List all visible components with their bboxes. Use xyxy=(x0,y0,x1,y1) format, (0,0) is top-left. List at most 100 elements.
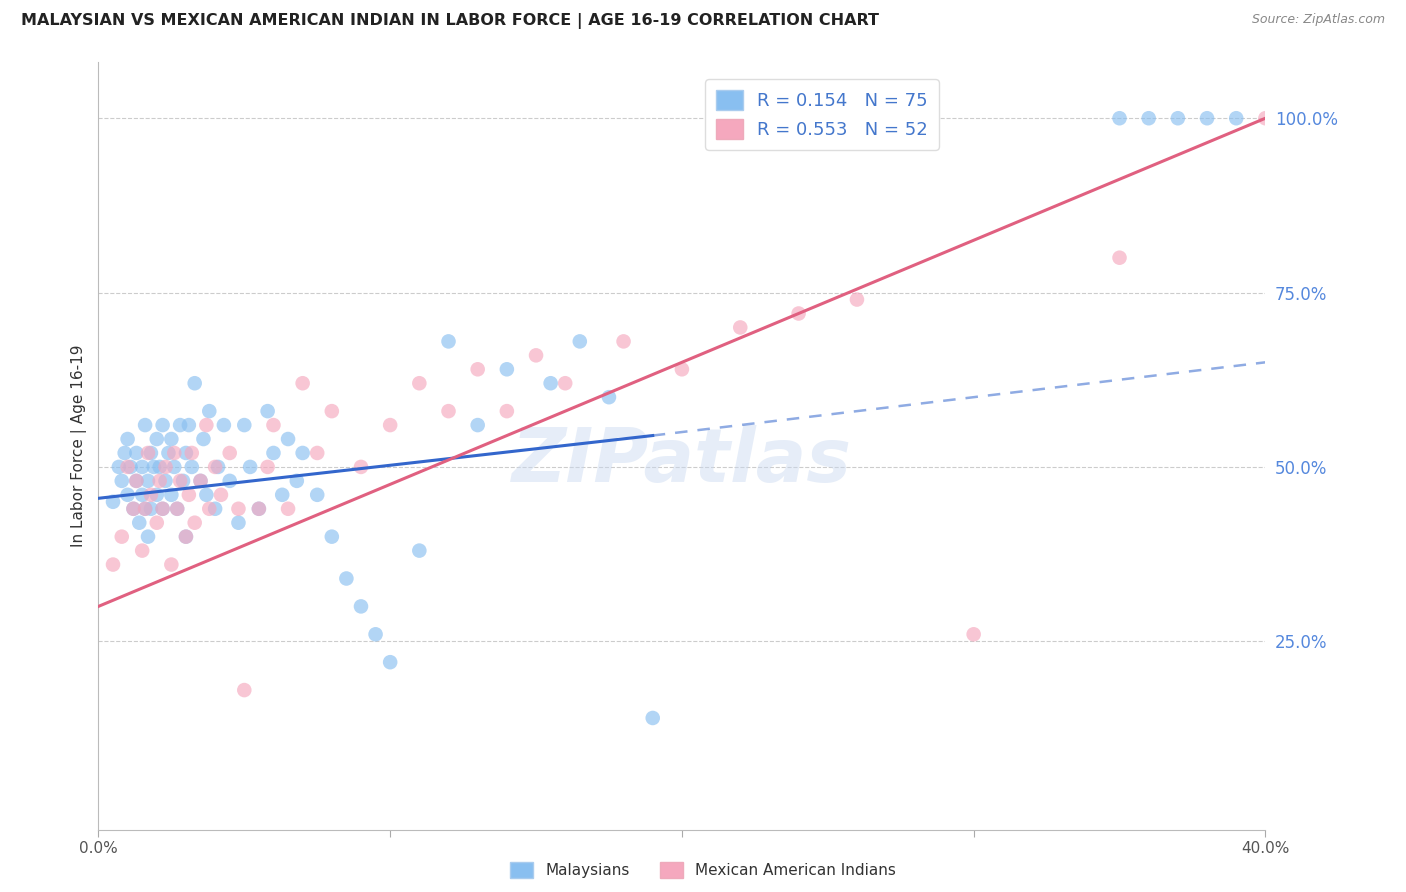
Point xyxy=(117,459,139,474)
Point xyxy=(174,530,197,544)
Point xyxy=(136,474,159,488)
Point xyxy=(380,418,402,433)
Point xyxy=(160,432,183,446)
Point xyxy=(160,558,183,572)
Point xyxy=(139,446,162,460)
Point xyxy=(256,459,278,474)
Point xyxy=(174,530,197,544)
Point xyxy=(190,474,212,488)
Point xyxy=(131,488,153,502)
Point xyxy=(247,501,270,516)
Point xyxy=(152,501,174,516)
Point xyxy=(554,376,576,391)
Point xyxy=(131,459,153,474)
Point xyxy=(125,474,148,488)
Point xyxy=(111,530,134,544)
Point xyxy=(111,474,134,488)
Point xyxy=(1225,112,1247,126)
Text: Source: ZipAtlas.com: Source: ZipAtlas.com xyxy=(1251,13,1385,27)
Point xyxy=(218,474,240,488)
Point xyxy=(149,474,172,488)
Point xyxy=(131,543,153,558)
Point xyxy=(228,501,250,516)
Point xyxy=(117,488,139,502)
Point xyxy=(291,376,314,391)
Point xyxy=(183,516,205,530)
Point xyxy=(134,501,156,516)
Point xyxy=(157,446,180,460)
Point xyxy=(163,446,186,460)
Point xyxy=(204,501,226,516)
Point xyxy=(271,488,294,502)
Point xyxy=(146,516,169,530)
Point xyxy=(1108,112,1130,126)
Legend: Malaysians, Mexican American Indians: Malaysians, Mexican American Indians xyxy=(503,856,903,884)
Point xyxy=(307,488,329,502)
Point xyxy=(568,334,591,349)
Point xyxy=(641,711,664,725)
Point xyxy=(180,459,202,474)
Point xyxy=(172,474,194,488)
Point xyxy=(437,404,460,418)
Point xyxy=(101,495,124,509)
Point xyxy=(962,627,984,641)
Point xyxy=(190,474,212,488)
Point xyxy=(364,627,387,641)
Point xyxy=(169,418,191,433)
Point xyxy=(163,459,186,474)
Point xyxy=(149,459,172,474)
Point xyxy=(1167,112,1189,126)
Point xyxy=(285,474,308,488)
Point xyxy=(152,501,174,516)
Point xyxy=(195,488,218,502)
Point xyxy=(671,362,693,376)
Point xyxy=(125,474,148,488)
Point xyxy=(218,446,240,460)
Point xyxy=(233,418,256,433)
Point xyxy=(467,362,489,376)
Point xyxy=(136,530,159,544)
Point xyxy=(233,683,256,698)
Point xyxy=(262,418,284,433)
Point xyxy=(125,446,148,460)
Point xyxy=(540,376,562,391)
Point xyxy=(730,320,752,334)
Point xyxy=(212,418,235,433)
Point xyxy=(1137,112,1160,126)
Point xyxy=(139,488,162,502)
Point xyxy=(198,501,221,516)
Point xyxy=(437,334,460,349)
Point xyxy=(612,334,634,349)
Point xyxy=(155,459,177,474)
Point xyxy=(239,459,262,474)
Point xyxy=(496,404,519,418)
Point xyxy=(146,432,169,446)
Point xyxy=(177,488,200,502)
Legend: R = 0.154   N = 75, R = 0.553   N = 52: R = 0.154 N = 75, R = 0.553 N = 52 xyxy=(704,79,939,150)
Point xyxy=(380,655,402,669)
Point xyxy=(195,418,218,433)
Point xyxy=(207,459,229,474)
Point xyxy=(160,488,183,502)
Point xyxy=(408,376,430,391)
Point xyxy=(134,501,156,516)
Point xyxy=(117,432,139,446)
Point xyxy=(136,446,159,460)
Point xyxy=(335,572,357,586)
Point xyxy=(277,501,299,516)
Point xyxy=(166,501,188,516)
Point xyxy=(787,306,810,320)
Point xyxy=(350,459,373,474)
Point xyxy=(183,376,205,391)
Point xyxy=(277,432,299,446)
Point xyxy=(155,474,177,488)
Point xyxy=(408,543,430,558)
Point xyxy=(247,501,270,516)
Point xyxy=(139,501,162,516)
Point xyxy=(152,418,174,433)
Point xyxy=(350,599,373,614)
Point xyxy=(256,404,278,418)
Point xyxy=(193,432,215,446)
Point xyxy=(122,501,145,516)
Point xyxy=(134,418,156,433)
